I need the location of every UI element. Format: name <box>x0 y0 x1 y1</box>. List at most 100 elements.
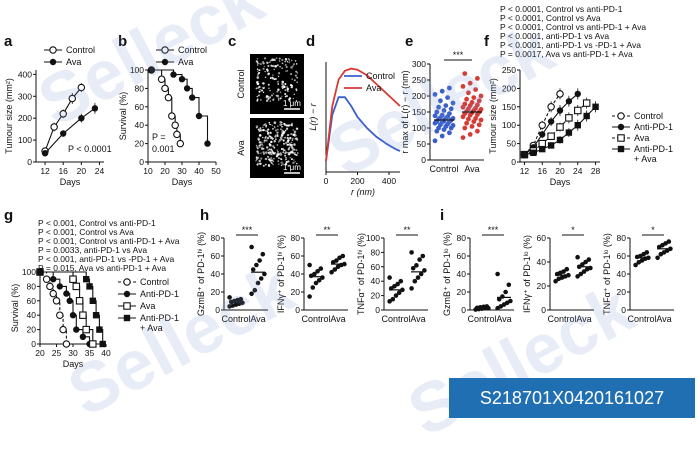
data-point <box>73 326 80 333</box>
fluorescence-spot <box>292 129 294 131</box>
fluorescence-spot <box>269 89 271 92</box>
data-point <box>538 121 546 129</box>
data-point <box>415 275 421 280</box>
fluorescence-spot <box>274 127 276 129</box>
data-point <box>257 258 262 263</box>
fluorescence-spot <box>274 134 277 136</box>
legend-label: Ava <box>366 83 381 93</box>
x-tick-label: 30 <box>68 348 78 358</box>
fluorescence-spot <box>256 64 259 66</box>
x-category-label: Ava <box>250 314 265 324</box>
fluorescence-spot <box>296 138 299 141</box>
fluorescence-spot <box>266 136 270 140</box>
fluorescence-spot <box>266 61 269 65</box>
y-axis-label: IFNγ⁺ of PD-1ʰⁱ (%) <box>276 235 286 313</box>
fluorescence-spot <box>258 144 261 147</box>
data-point <box>52 297 61 305</box>
fluorescence-spot <box>258 85 261 89</box>
stat-line: P < 0.0001, Control vs Ava <box>500 13 601 23</box>
fluorescence-spot <box>261 60 265 64</box>
x-tick-label: 12 <box>40 166 50 176</box>
fluorescence-spot <box>285 64 287 66</box>
x-category-label: Control <box>467 314 496 324</box>
x-axis-label: r (nm) <box>351 187 375 197</box>
data-point <box>496 296 502 302</box>
fluorescence-spot <box>289 164 291 167</box>
data-point <box>547 142 555 149</box>
fluorescence-spot <box>255 87 258 90</box>
legend-label: Anti-PD-1 <box>634 122 673 132</box>
fluorescence-spot <box>292 149 294 152</box>
legend-label: Control <box>178 45 207 55</box>
x-tick-label: 20 <box>160 166 170 176</box>
fluorescence-spot <box>277 125 279 127</box>
data-point <box>447 130 452 136</box>
fluorescence-spot <box>256 127 258 129</box>
legend-label: Ava <box>66 57 81 67</box>
data-point <box>79 311 87 319</box>
data-point <box>396 290 402 296</box>
fluorescence-spot <box>281 129 284 133</box>
data-point <box>56 311 64 319</box>
fluorescence-spot <box>256 74 259 77</box>
y-tick-label: 80 <box>291 233 301 243</box>
data-point <box>148 66 155 74</box>
data-point <box>432 138 438 144</box>
data-point <box>460 84 466 89</box>
data-point <box>238 296 244 302</box>
data-point <box>478 93 484 99</box>
fluorescence-spot <box>292 137 294 140</box>
y-tick-label: 100 <box>366 233 380 243</box>
x-axis-label: Days <box>60 177 81 187</box>
fluorescence-spot <box>287 152 290 154</box>
data-point <box>462 101 468 107</box>
fluorescence-spot <box>259 98 262 101</box>
fluorescence-spot <box>280 164 283 167</box>
data-point <box>583 259 588 265</box>
fluorescence-spot <box>267 151 270 154</box>
fluorescence-spot <box>291 122 293 125</box>
fluorescence-spot <box>262 67 265 70</box>
data-point <box>547 103 555 111</box>
fluorescence-spot <box>282 163 284 165</box>
fluorescence-spot <box>255 60 258 63</box>
data-point <box>574 122 581 129</box>
data-point <box>260 251 266 257</box>
fluorescence-spot <box>279 136 283 139</box>
x-axis-label: Days <box>63 359 84 369</box>
panel-label-e: e <box>405 33 413 50</box>
fluorescence-spot <box>272 93 274 95</box>
series-line-control <box>40 271 67 344</box>
stat-line: P = 0.0017, Ava vs anti-PD-1 + Ava <box>500 49 633 59</box>
data-point <box>443 103 449 108</box>
x-category-label: Control <box>301 314 330 324</box>
data-point <box>78 114 85 122</box>
y-tick-label: 80 <box>371 247 381 257</box>
fluorescence-spot <box>270 159 274 162</box>
legend-label: + Ava <box>634 154 657 164</box>
data-point <box>644 250 650 255</box>
fluorescence-spot <box>268 87 270 90</box>
fluorescence-spot <box>278 60 281 62</box>
y-tick-label: 60 <box>27 296 37 306</box>
fluorescence-spot <box>288 98 291 101</box>
data-point <box>420 253 426 259</box>
data-point <box>60 130 67 137</box>
legend-label: Control <box>634 111 663 121</box>
y-tick-label: 300 <box>412 59 426 69</box>
y-tick-label: 100 <box>18 135 32 145</box>
fluorescence-spot <box>260 63 262 65</box>
fluorescence-spot <box>293 63 295 65</box>
fluorescence-spot <box>272 152 276 155</box>
data-point <box>575 254 580 260</box>
fluorescence-spot <box>264 163 267 166</box>
fluorescence-spot <box>295 100 298 102</box>
fluorescence-spot <box>285 66 288 69</box>
fluorescence-spot <box>277 99 280 101</box>
data-point <box>161 84 169 93</box>
data-point <box>249 291 254 297</box>
fluorescence-spot <box>277 72 281 75</box>
y-tick-label: 100 <box>502 120 516 130</box>
data-point <box>539 131 546 138</box>
fluorescence-spot <box>262 136 264 139</box>
